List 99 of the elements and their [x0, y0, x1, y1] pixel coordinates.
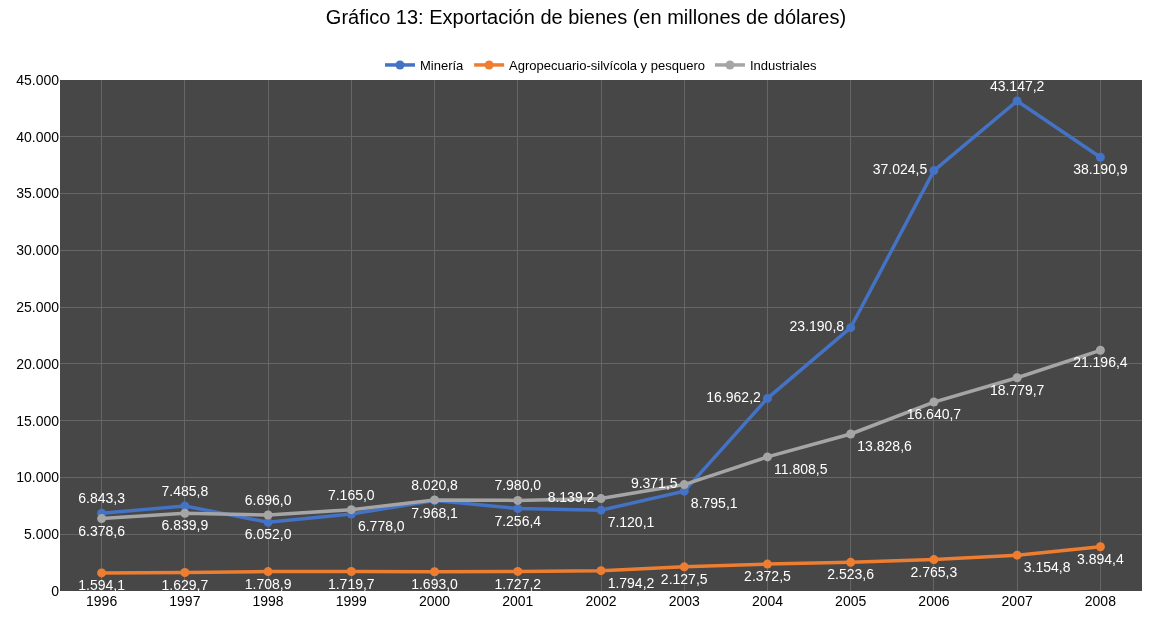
y-tick-label: 10.000 — [16, 469, 60, 486]
point — [929, 397, 939, 407]
point — [513, 495, 523, 505]
point — [762, 559, 772, 569]
point — [846, 429, 856, 439]
point — [596, 505, 606, 515]
x-tick-label: 1997 — [169, 593, 201, 609]
y-tick-label: 15.000 — [16, 412, 60, 429]
data-label: 1.708,9 — [244, 575, 292, 592]
x-tick-label: 2005 — [835, 593, 867, 609]
x-tick-label: 1998 — [252, 593, 284, 609]
data-label: 8.139,2 — [547, 489, 595, 506]
y-tick-label: 35.000 — [16, 185, 60, 202]
legend-label: Agropecuario-silvícola y pesquero — [509, 58, 705, 74]
point — [1095, 152, 1105, 162]
x-tick-label: 2000 — [418, 593, 451, 609]
data-label: 1.629,7 — [161, 576, 209, 593]
point — [596, 566, 606, 576]
data-label: 6.052,0 — [244, 526, 292, 543]
data-label: 6.696,0 — [244, 491, 292, 508]
data-label: 16.640,7 — [906, 406, 962, 423]
y-tick-label: 30.000 — [16, 242, 60, 259]
point — [180, 501, 190, 511]
data-label: 16.962,2 — [706, 388, 762, 405]
y-tick-label: 5.000 — [23, 526, 60, 543]
data-label: 7.256,4 — [494, 512, 542, 529]
data-label: 1.719,7 — [327, 575, 375, 592]
y-tick-label: 45.000 — [16, 71, 60, 88]
point — [346, 505, 356, 515]
point — [929, 555, 939, 565]
data-label: 13.828,6 — [857, 438, 913, 455]
point — [97, 514, 107, 524]
point — [513, 566, 523, 576]
data-label: 38.190,9 — [1073, 161, 1128, 178]
data-label: 8.020,8 — [411, 476, 459, 493]
y-tick-label: 20.000 — [16, 355, 60, 372]
data-label: 7.165,0 — [327, 486, 375, 503]
point — [1095, 542, 1105, 552]
point — [346, 566, 356, 576]
data-label: 6.843,3 — [78, 490, 126, 507]
y-tick-label: 25.000 — [16, 299, 60, 316]
data-label: 6.378,6 — [78, 522, 126, 539]
x-tick-label: 2002 — [585, 593, 617, 609]
point — [97, 568, 107, 578]
x-tick-label: 2007 — [1001, 593, 1033, 609]
data-label: 2.127,5 — [660, 570, 708, 587]
data-label: 8.795,1 — [690, 495, 738, 512]
x-tick-label: 1996 — [86, 593, 118, 609]
point — [1095, 345, 1105, 355]
data-label: 7.980,0 — [494, 477, 542, 494]
point — [846, 557, 856, 567]
data-label: 23.190,8 — [789, 318, 845, 335]
data-label: 1.594,1 — [78, 577, 126, 594]
point — [679, 480, 689, 490]
y-tick-label: 40.000 — [16, 128, 60, 145]
point — [596, 494, 606, 504]
point — [762, 452, 772, 462]
data-label: 3.154,8 — [1023, 559, 1071, 576]
data-label: 2.372,5 — [744, 568, 792, 585]
point — [513, 504, 523, 514]
data-label: 21.196,4 — [1073, 354, 1128, 371]
data-label: 7.485,8 — [161, 482, 209, 499]
data-label: 3.894,4 — [1077, 550, 1124, 567]
x-tick-label: 2003 — [668, 593, 701, 609]
data-label: 1.794,2 — [607, 574, 655, 591]
data-label: 2.523,6 — [827, 566, 875, 583]
legend-label: Industriales — [749, 58, 817, 74]
data-label: 18.779,7 — [989, 381, 1045, 398]
x-tick-label: 2008 — [1084, 593, 1117, 609]
point — [263, 510, 273, 520]
data-label: 6.778,0 — [357, 518, 405, 535]
point — [263, 567, 273, 577]
point — [1012, 96, 1022, 106]
x-tick-label: 2004 — [751, 593, 784, 609]
data-label: 7.120,1 — [607, 514, 655, 531]
point — [679, 562, 689, 572]
data-label: 2.765,3 — [910, 563, 958, 580]
legend-label: Minería — [420, 58, 465, 74]
point — [846, 323, 856, 333]
x-tick-label: 1999 — [335, 593, 368, 609]
data-label: 37.024,5 — [872, 161, 928, 178]
point — [180, 567, 190, 577]
data-label: 11.808,5 — [774, 461, 828, 478]
y-tick-label: 0 — [51, 582, 60, 599]
point — [180, 508, 190, 518]
point — [762, 393, 772, 403]
data-label: 9.371,5 — [630, 475, 678, 492]
x-tick-label: 2001 — [502, 593, 534, 609]
point — [1012, 373, 1022, 383]
data-label: 6.839,9 — [161, 517, 209, 534]
point — [1012, 550, 1022, 560]
point — [929, 166, 939, 176]
data-label: 7.968,1 — [411, 504, 459, 521]
chart-title: Gráfico 13: Exportación de bienes (en millones de dólares) — [325, 5, 847, 28]
point — [430, 567, 440, 577]
data-label: 43.147,2 — [989, 77, 1045, 94]
data-label: 1.727,2 — [494, 575, 542, 592]
data-label: 1.693,0 — [411, 575, 459, 592]
x-tick-label: 2006 — [918, 593, 950, 609]
